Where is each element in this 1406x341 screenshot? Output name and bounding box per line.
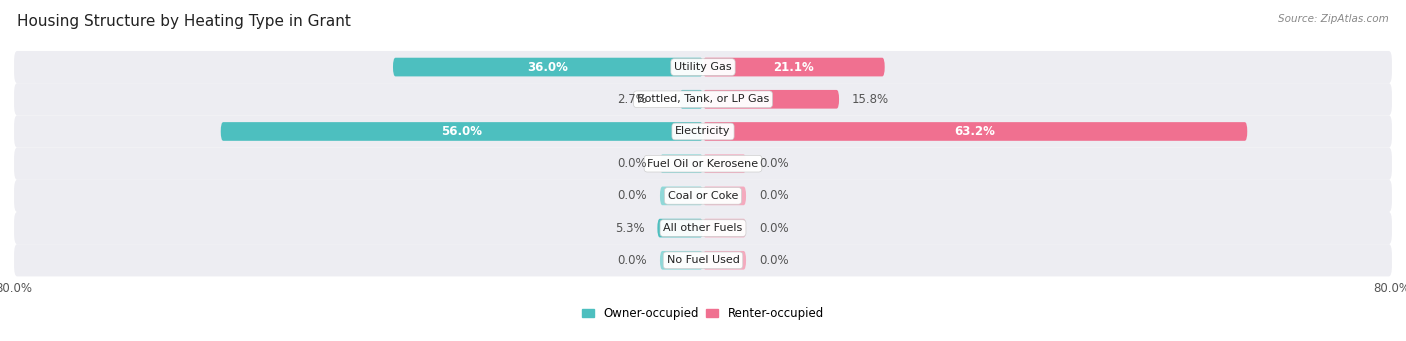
Text: 0.0%: 0.0%	[617, 157, 647, 170]
FancyBboxPatch shape	[703, 90, 839, 108]
Text: Housing Structure by Heating Type in Grant: Housing Structure by Heating Type in Gra…	[17, 14, 350, 29]
Text: 15.8%: 15.8%	[852, 93, 889, 106]
Text: 0.0%: 0.0%	[617, 254, 647, 267]
FancyBboxPatch shape	[703, 219, 747, 237]
Text: Source: ZipAtlas.com: Source: ZipAtlas.com	[1278, 14, 1389, 24]
FancyBboxPatch shape	[659, 187, 703, 205]
FancyBboxPatch shape	[392, 58, 703, 76]
Text: 0.0%: 0.0%	[759, 157, 789, 170]
Text: Fuel Oil or Kerosene: Fuel Oil or Kerosene	[647, 159, 759, 169]
Text: Bottled, Tank, or LP Gas: Bottled, Tank, or LP Gas	[637, 94, 769, 104]
FancyBboxPatch shape	[679, 90, 703, 108]
Text: 0.0%: 0.0%	[759, 222, 789, 235]
Text: 0.0%: 0.0%	[759, 254, 789, 267]
FancyBboxPatch shape	[14, 51, 1392, 83]
Text: All other Fuels: All other Fuels	[664, 223, 742, 233]
Text: No Fuel Used: No Fuel Used	[666, 255, 740, 265]
FancyBboxPatch shape	[659, 154, 703, 173]
Text: 56.0%: 56.0%	[441, 125, 482, 138]
FancyBboxPatch shape	[14, 83, 1392, 115]
Text: 5.3%: 5.3%	[614, 222, 644, 235]
FancyBboxPatch shape	[703, 251, 747, 270]
Text: 21.1%: 21.1%	[773, 61, 814, 74]
Text: 2.7%: 2.7%	[617, 93, 647, 106]
Legend: Owner-occupied, Renter-occupied: Owner-occupied, Renter-occupied	[578, 302, 828, 325]
FancyBboxPatch shape	[14, 115, 1392, 148]
Text: Coal or Coke: Coal or Coke	[668, 191, 738, 201]
FancyBboxPatch shape	[14, 180, 1392, 212]
FancyBboxPatch shape	[659, 251, 703, 270]
Text: Utility Gas: Utility Gas	[675, 62, 731, 72]
FancyBboxPatch shape	[703, 122, 1247, 141]
Text: Electricity: Electricity	[675, 127, 731, 136]
FancyBboxPatch shape	[221, 122, 703, 141]
FancyBboxPatch shape	[14, 212, 1392, 244]
Text: 0.0%: 0.0%	[759, 189, 789, 203]
FancyBboxPatch shape	[658, 219, 703, 237]
FancyBboxPatch shape	[703, 187, 747, 205]
FancyBboxPatch shape	[14, 148, 1392, 180]
FancyBboxPatch shape	[703, 58, 884, 76]
Text: 63.2%: 63.2%	[955, 125, 995, 138]
FancyBboxPatch shape	[14, 244, 1392, 277]
Text: 36.0%: 36.0%	[527, 61, 568, 74]
FancyBboxPatch shape	[703, 154, 747, 173]
Text: 0.0%: 0.0%	[617, 189, 647, 203]
